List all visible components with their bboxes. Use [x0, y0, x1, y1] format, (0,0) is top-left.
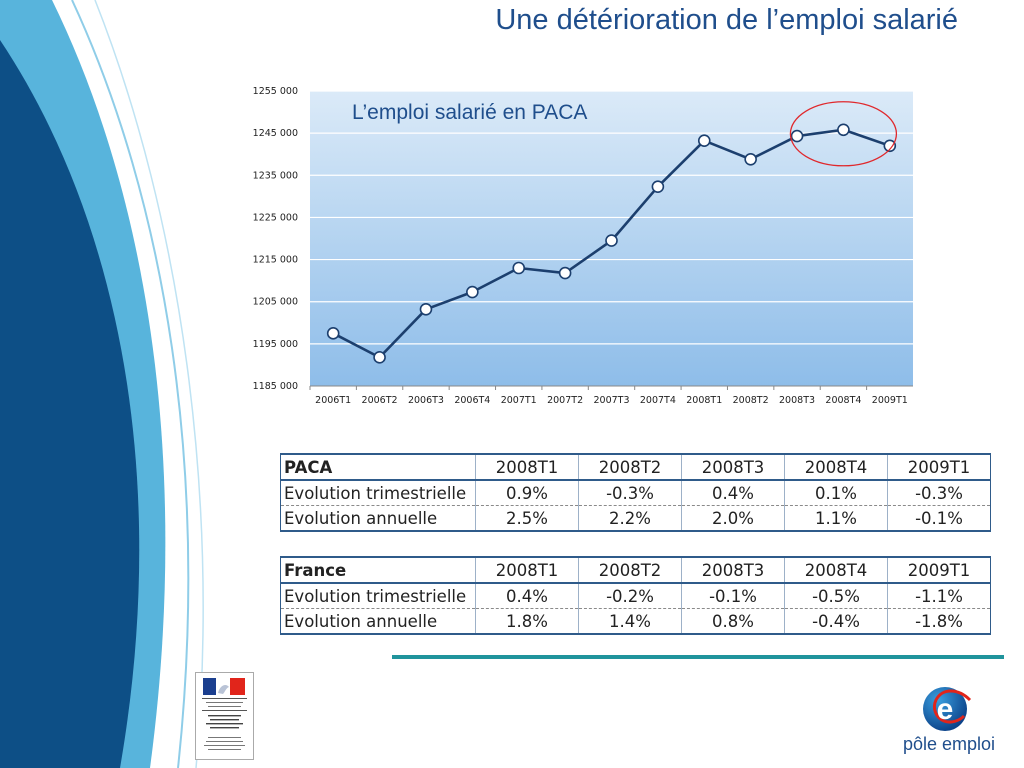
- data-point: [558, 266, 572, 280]
- x-tick-label: 2008T4: [825, 395, 861, 406]
- data-point: [512, 261, 526, 275]
- x-tick-label: 2007T1: [501, 395, 537, 406]
- x-tick-label: 2007T3: [593, 395, 629, 406]
- data-point: [651, 180, 665, 193]
- table-cell: -0.2%: [578, 583, 682, 609]
- table-cell: 2.5%: [475, 505, 579, 532]
- x-tick-label: 2008T1: [686, 395, 722, 406]
- pole-emploi-logo: e: [923, 687, 972, 731]
- chart-subtitle: L’emploi salarié en PACA: [352, 101, 588, 124]
- x-tick-label: 2006T1: [315, 395, 351, 406]
- row-label: Evolution annuelle: [280, 608, 476, 635]
- table-cell: 2.2%: [578, 505, 682, 532]
- row-label: Evolution annuelle: [280, 505, 476, 532]
- pole-emploi-wordmark: pôle emploi: [903, 734, 996, 754]
- data-point: [373, 351, 386, 364]
- table-region-label: PACA: [280, 453, 476, 481]
- table-cell: -0.5%: [784, 583, 888, 609]
- y-tick-label: 1255 000: [253, 86, 298, 97]
- table-column-header: 2008T4: [784, 556, 888, 584]
- table-column-header: 2008T2: [578, 453, 682, 481]
- table-region-label: France: [280, 556, 476, 584]
- table-column-header: 2008T1: [475, 453, 579, 481]
- x-tick-label: 2006T2: [362, 395, 398, 406]
- table-cell: -1.1%: [887, 583, 991, 609]
- data-point: [605, 234, 618, 247]
- table-cell: 1.8%: [475, 608, 579, 635]
- table-cell: 1.4%: [578, 608, 682, 635]
- table-column-header: 2008T2: [578, 556, 682, 584]
- table-cell: 0.9%: [475, 480, 579, 506]
- data-point: [883, 139, 897, 153]
- table-column-header: 2008T3: [681, 453, 785, 481]
- table-row: Evolution trimestrielle 0.4% -0.2% -0.1%…: [280, 583, 991, 609]
- table-header-row: PACA 2008T1 2008T2 2008T3 2008T4 2009T1: [280, 453, 991, 481]
- axes: 1185 000 1195 000 1205 000 1215 000 1225 000…: [253, 86, 913, 406]
- table-cell: -0.1%: [681, 583, 785, 609]
- table-cell: 0.4%: [475, 583, 579, 609]
- accent-divider: [392, 655, 1004, 659]
- table-cell: -0.1%: [887, 505, 991, 532]
- data-point: [419, 303, 433, 316]
- marianne-flag-icon: [202, 678, 247, 750]
- table-cell: 0.1%: [784, 480, 888, 506]
- highlight-annotation: [789, 101, 898, 167]
- data-point: [790, 129, 804, 143]
- row-label: Evolution trimestrielle: [280, 480, 476, 506]
- table-cell: -1.8%: [887, 608, 991, 635]
- y-tick-label: 1215 000: [253, 255, 298, 266]
- paca-table: PACA 2008T1 2008T2 2008T3 2008T4 2009T1 …: [280, 453, 991, 532]
- data-point: [697, 134, 711, 148]
- table-cell: -0.4%: [784, 608, 888, 635]
- svg-text:e: e: [937, 693, 954, 726]
- row-label: Evolution trimestrielle: [280, 583, 476, 609]
- y-tick-label: 1205 000: [253, 297, 298, 308]
- table-column-header: 2009T1: [887, 556, 991, 584]
- y-tick-label: 1235 000: [253, 170, 298, 181]
- y-tick-label: 1245 000: [253, 128, 298, 139]
- series-employment: [326, 123, 897, 364]
- table-header-row: France 2008T1 2008T2 2008T3 2008T4 2009T…: [280, 556, 991, 584]
- france-table: France 2008T1 2008T2 2008T3 2008T4 2009T…: [280, 556, 991, 635]
- prefecture-logo: [195, 672, 254, 760]
- employment-line-chart: 1185 000 1195 000 1205 000 1215 000 1225 000…: [253, 86, 913, 406]
- table-column-header: 2009T1: [887, 453, 991, 481]
- table-cell: 0.8%: [681, 608, 785, 635]
- highlight-ellipse: [789, 101, 898, 167]
- x-tick-label: 2006T3: [408, 395, 444, 406]
- x-tick-label: 2007T2: [547, 395, 583, 406]
- x-tick-label: 2009T1: [872, 395, 908, 406]
- table-cell: 2.0%: [681, 505, 785, 532]
- y-tick-label: 1225 000: [253, 212, 298, 223]
- y-tick-label: 1185 000: [253, 381, 298, 392]
- x-tick-label: 2008T3: [779, 395, 815, 406]
- table-column-header: 2008T4: [784, 453, 888, 481]
- decorative-swoosh: [0, 0, 204, 768]
- table-column-header: 2008T3: [681, 556, 785, 584]
- data-point: [837, 123, 850, 137]
- table-column-header: 2008T1: [475, 556, 579, 584]
- data-point: [326, 327, 340, 340]
- slide-title: Une détérioration de l’emploi salarié: [495, 4, 958, 36]
- data-point: [466, 285, 479, 299]
- table-cell: 1.1%: [784, 505, 888, 532]
- x-tick-label: 2007T4: [640, 395, 676, 406]
- table-row: Evolution annuelle 2.5% 2.2% 2.0% 1.1% -…: [280, 505, 991, 532]
- x-tick-label: 2008T2: [733, 395, 769, 406]
- table-row: Evolution annuelle 1.8% 1.4% 0.8% -0.4% …: [280, 608, 991, 635]
- y-tick-label: 1195 000: [253, 339, 298, 350]
- data-point: [744, 152, 757, 166]
- table-row: Evolution trimestrielle 0.9% -0.3% 0.4% …: [280, 480, 991, 506]
- table-cell: 0.4%: [681, 480, 785, 506]
- table-cell: -0.3%: [578, 480, 682, 506]
- table-cell: -0.3%: [887, 480, 991, 506]
- x-tick-label: 2006T4: [454, 395, 490, 406]
